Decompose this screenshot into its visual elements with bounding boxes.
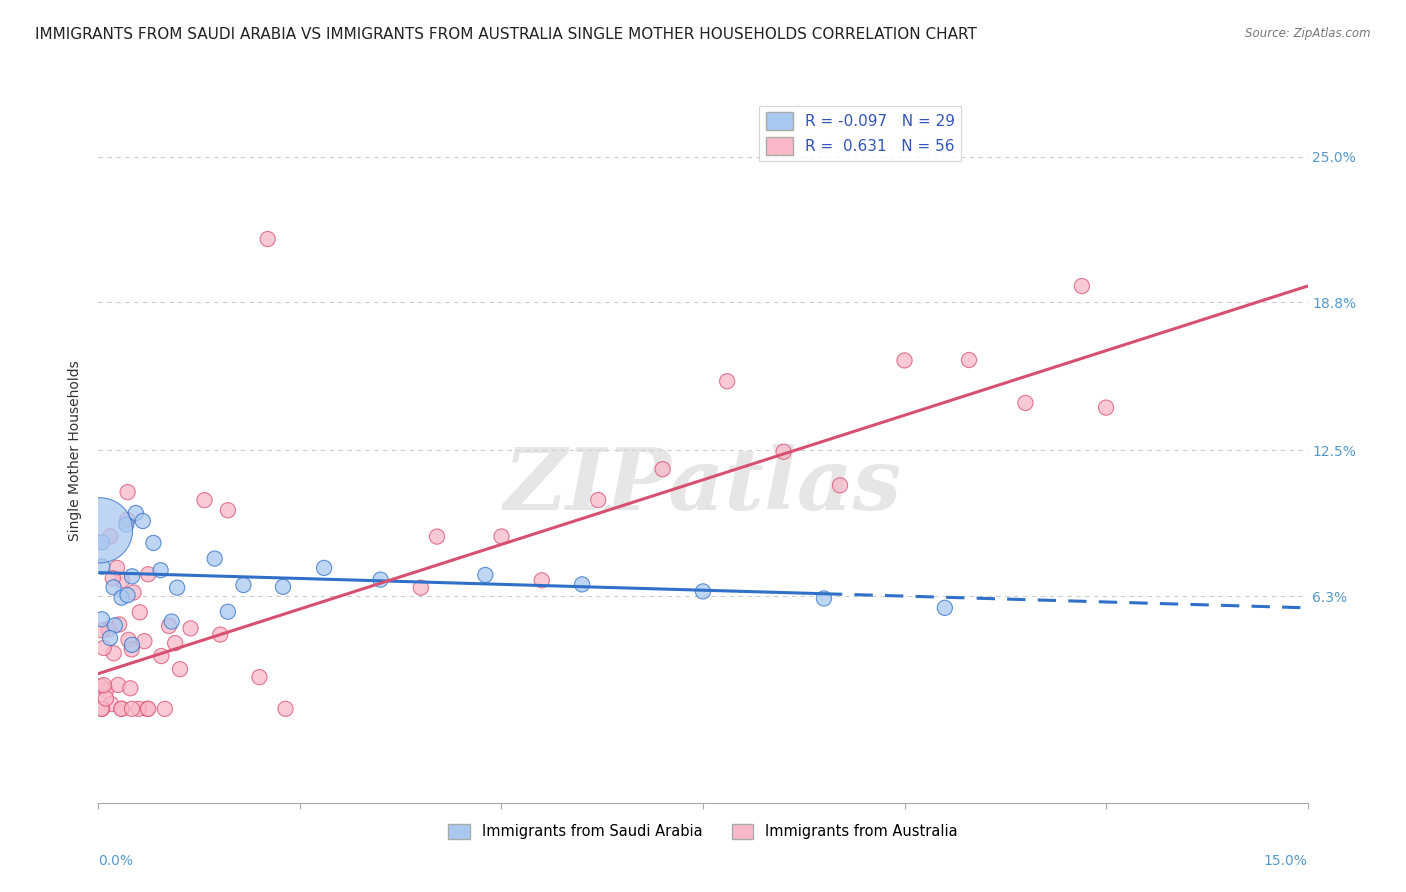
Point (232, 578, 254, 592)
Point (94, 683, 117, 698)
Point (91, 624, 114, 638)
Point (91, 702, 114, 716)
Point (117, 632, 139, 647)
Text: ZIPatlas: ZIPatlas (503, 444, 903, 527)
Point (107, 678, 129, 692)
Point (136, 702, 159, 716)
Point (104, 618, 127, 632)
Point (111, 574, 134, 588)
Point (193, 493, 215, 508)
Point (160, 615, 183, 629)
Text: 15.0%: 15.0% (1264, 855, 1308, 869)
Point (98, 631, 121, 645)
Point (204, 551, 226, 566)
Point (117, 513, 139, 527)
Point (134, 634, 156, 648)
Point (125, 506, 148, 520)
Point (772, 444, 794, 458)
Point (128, 702, 150, 716)
Point (409, 581, 432, 595)
Point (249, 670, 271, 684)
Point (103, 646, 125, 660)
Point (121, 642, 143, 657)
Point (101, 571, 124, 585)
Point (491, 529, 513, 543)
Point (271, 580, 294, 594)
Point (828, 478, 851, 492)
Y-axis label: Single Mother Households: Single Mother Households (69, 360, 83, 541)
Point (97, 622, 120, 636)
Point (314, 561, 336, 575)
Point (115, 517, 138, 532)
Point (136, 567, 159, 582)
Point (98, 529, 121, 543)
Point (100, 697, 122, 711)
Point (1070, 279, 1092, 293)
Point (571, 577, 593, 591)
Point (813, 591, 835, 606)
Point (110, 591, 132, 605)
Point (169, 662, 191, 676)
Point (132, 514, 155, 528)
Point (149, 563, 172, 577)
Point (103, 580, 125, 594)
Point (166, 581, 188, 595)
Point (111, 702, 134, 716)
Point (89, 524, 111, 538)
Point (586, 493, 609, 508)
Point (91, 612, 114, 626)
Point (108, 617, 131, 632)
Point (153, 702, 176, 716)
Point (105, 561, 128, 575)
Point (90, 679, 112, 693)
Point (90, 535, 112, 549)
Point (209, 627, 232, 641)
Text: IMMIGRANTS FROM SAUDI ARABIA VS IMMIGRANTS FROM AUSTRALIA SINGLE MOTHER HOUSEHOL: IMMIGRANTS FROM SAUDI ARABIA VS IMMIGRAN… (35, 27, 977, 42)
Text: Source: ZipAtlas.com: Source: ZipAtlas.com (1246, 27, 1371, 40)
Point (90, 702, 112, 716)
Point (893, 353, 915, 368)
Point (120, 681, 142, 696)
Legend: Immigrants from Saudi Arabia, Immigrants from Australia: Immigrants from Saudi Arabia, Immigrants… (443, 818, 963, 845)
Point (94, 691, 117, 706)
Point (121, 569, 143, 583)
Point (121, 702, 143, 716)
Point (157, 619, 180, 633)
Point (651, 462, 673, 476)
Point (91, 559, 114, 574)
Point (122, 585, 145, 599)
Point (716, 374, 738, 388)
Point (93, 678, 115, 692)
Point (117, 588, 139, 602)
Point (217, 605, 239, 619)
Point (150, 648, 173, 663)
Point (217, 503, 239, 517)
Point (934, 600, 956, 615)
Point (256, 232, 278, 246)
Point (1014, 396, 1036, 410)
Point (121, 638, 143, 652)
Point (117, 485, 139, 500)
Point (274, 702, 297, 716)
Point (692, 584, 714, 599)
Point (370, 573, 392, 587)
Point (165, 636, 187, 650)
Point (474, 568, 496, 582)
Point (180, 621, 202, 635)
Point (142, 536, 165, 550)
Point (128, 605, 150, 619)
Point (136, 702, 159, 716)
Point (1095, 401, 1118, 415)
Point (93, 640, 115, 655)
Point (530, 574, 553, 588)
Text: 0.0%: 0.0% (98, 855, 134, 869)
Point (957, 353, 980, 368)
Point (110, 702, 132, 716)
Point (426, 530, 449, 544)
